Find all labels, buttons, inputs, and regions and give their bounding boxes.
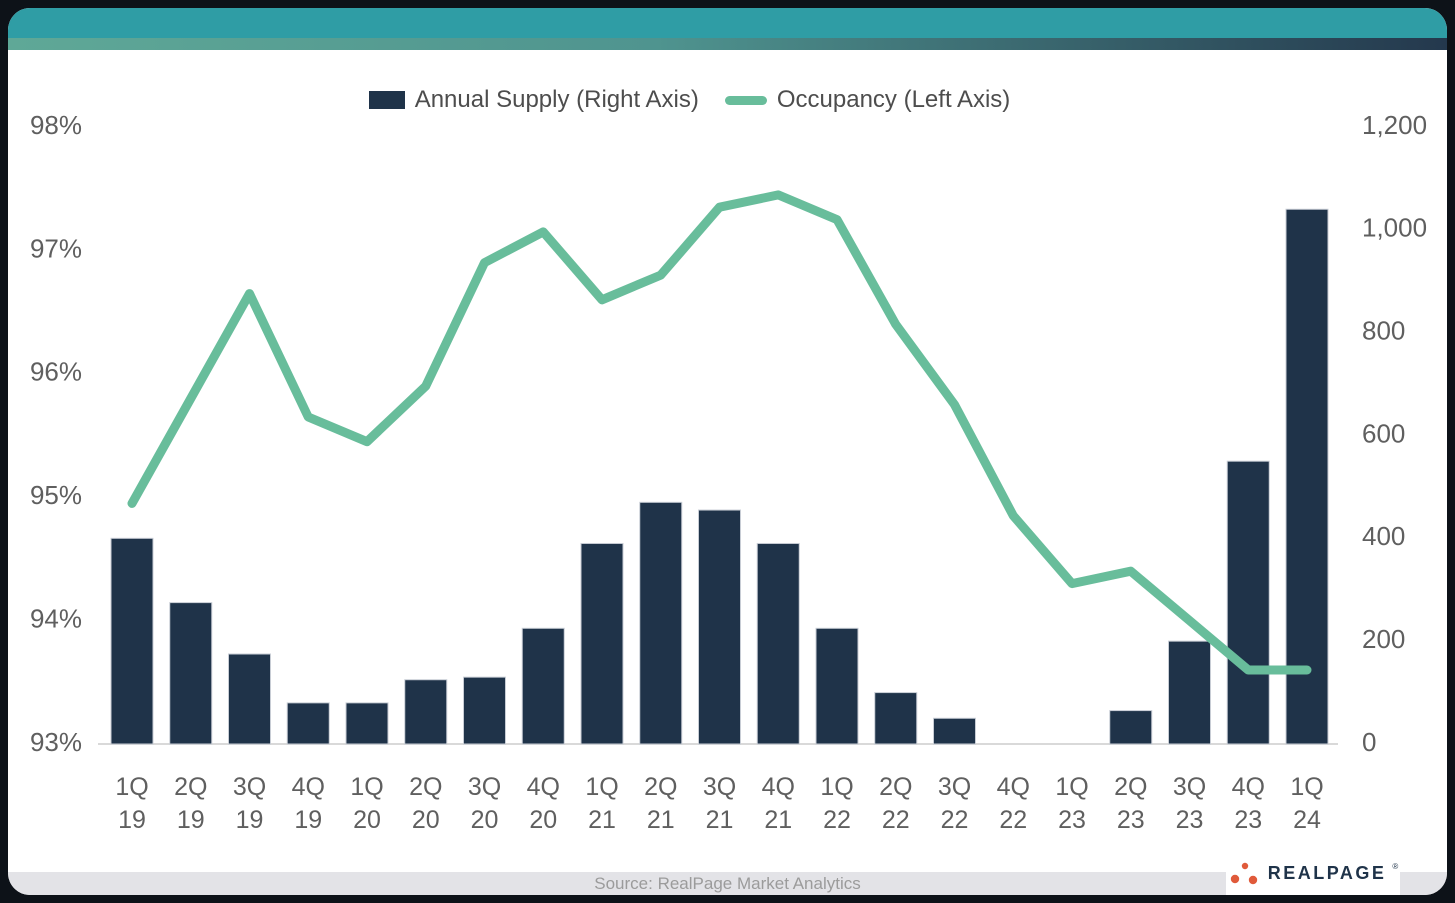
svg-text:20: 20 <box>412 806 440 834</box>
bar <box>580 542 624 745</box>
svg-text:96%: 96% <box>30 357 82 387</box>
svg-text:22: 22 <box>941 806 969 834</box>
svg-text:0: 0 <box>1362 727 1376 757</box>
bar-swatch-icon <box>368 91 405 109</box>
svg-text:4Q: 4Q <box>527 773 560 801</box>
realpage-logo-text: REALPAGE <box>1267 862 1387 883</box>
source-text: Source: RealPage Market Analytics <box>594 873 861 893</box>
svg-text:3Q: 3Q <box>233 773 266 801</box>
svg-text:19: 19 <box>236 806 264 834</box>
bar <box>110 537 154 745</box>
svg-text:19: 19 <box>118 806 146 834</box>
bar <box>639 501 683 745</box>
svg-text:4Q: 4Q <box>997 773 1030 801</box>
svg-text:3Q: 3Q <box>468 773 501 801</box>
source-bar: Source: RealPage Market Analytics <box>8 872 1447 895</box>
bar <box>1168 640 1211 745</box>
bar <box>1285 208 1329 745</box>
bar <box>933 717 976 745</box>
svg-text:3Q: 3Q <box>703 773 736 801</box>
svg-text:95%: 95% <box>30 480 82 510</box>
right-axis-ticks: 1,200 1,000 800 600 400 200 0 <box>1362 110 1427 757</box>
chart-card: Annual Supply (Right Axis) Occupancy (Le… <box>8 8 1447 895</box>
bars-annual-supply <box>110 208 1329 745</box>
bar <box>756 542 800 745</box>
svg-text:97%: 97% <box>30 233 82 263</box>
svg-text:1Q: 1Q <box>1055 773 1088 801</box>
svg-text:3Q: 3Q <box>938 773 971 801</box>
legend-item-occupancy: Occupancy (Left Axis) <box>724 86 1011 114</box>
svg-text:1,200: 1,200 <box>1362 110 1427 140</box>
svg-text:4Q: 4Q <box>1232 773 1265 801</box>
svg-text:24: 24 <box>1293 806 1321 834</box>
legend-label-annual-supply: Annual Supply (Right Axis) <box>414 86 699 113</box>
svg-text:1Q: 1Q <box>585 773 618 801</box>
left-axis-ticks: 98% 97% 96% 95% 94% 93% <box>30 110 82 757</box>
svg-text:94%: 94% <box>30 603 82 633</box>
svg-text:2Q: 2Q <box>174 773 207 801</box>
realpage-logo: REALPAGE ® <box>1226 851 1400 895</box>
svg-text:1Q: 1Q <box>820 773 853 801</box>
svg-text:4Q: 4Q <box>762 773 795 801</box>
svg-text:22: 22 <box>882 806 910 834</box>
bar <box>345 702 389 745</box>
svg-text:2Q: 2Q <box>409 773 442 801</box>
svg-text:3Q: 3Q <box>1173 773 1206 801</box>
svg-text:98%: 98% <box>30 110 82 140</box>
bar <box>1109 710 1153 745</box>
header-gradient-strip <box>8 38 1447 50</box>
svg-text:4Q: 4Q <box>292 773 325 801</box>
bar <box>815 627 859 745</box>
svg-text:22: 22 <box>823 806 851 834</box>
bar <box>874 692 918 745</box>
realpage-dots-icon <box>1230 862 1257 885</box>
svg-text:20: 20 <box>529 806 557 834</box>
svg-text:21: 21 <box>764 806 792 834</box>
svg-text:19: 19 <box>177 806 205 834</box>
bar <box>404 679 448 745</box>
svg-text:21: 21 <box>588 806 616 834</box>
header-teal-bar <box>8 8 1447 38</box>
bar <box>463 676 506 745</box>
svg-text:800: 800 <box>1362 316 1405 346</box>
svg-text:200: 200 <box>1362 624 1405 654</box>
svg-text:2Q: 2Q <box>1114 773 1147 801</box>
svg-text:20: 20 <box>471 806 499 834</box>
svg-text:1Q: 1Q <box>350 773 383 801</box>
svg-text:23: 23 <box>1058 806 1086 834</box>
svg-text:21: 21 <box>647 806 675 834</box>
svg-text:23: 23 <box>1176 806 1204 834</box>
svg-text:2Q: 2Q <box>879 773 912 801</box>
svg-text:2Q: 2Q <box>644 773 677 801</box>
svg-text:1Q: 1Q <box>115 773 148 801</box>
svg-text:1,000: 1,000 <box>1362 213 1427 243</box>
svg-text:600: 600 <box>1362 418 1405 448</box>
line-swatch-icon <box>724 95 767 105</box>
occupancy-line <box>127 190 1312 675</box>
svg-text:400: 400 <box>1362 521 1405 551</box>
bar <box>169 602 213 745</box>
svg-text:23: 23 <box>1234 806 1262 834</box>
bar <box>698 509 741 745</box>
bar <box>286 702 330 745</box>
realpage-trademark: ® <box>1392 861 1399 871</box>
svg-text:1Q: 1Q <box>1290 773 1323 801</box>
svg-text:93%: 93% <box>30 727 82 757</box>
svg-text:20: 20 <box>353 806 381 834</box>
bar <box>1226 460 1270 745</box>
legend-label-occupancy: Occupancy (Left Axis) <box>776 86 1011 113</box>
x-axis-labels: 1Q 19 2Q 19 3Q 19 4Q 19 1Q 20 2Q 20 3Q 20 4Q 20 1Q 21 2Q 21… <box>115 773 1323 834</box>
svg-text:22: 22 <box>999 806 1027 834</box>
bar <box>228 653 271 745</box>
chart-legend: Annual Supply (Right Axis) Occupancy (Le… <box>8 86 1409 114</box>
legend-item-annual-supply: Annual Supply (Right Axis) <box>368 86 699 114</box>
svg-text:23: 23 <box>1117 806 1145 834</box>
svg-text:21: 21 <box>706 806 734 834</box>
bar <box>521 627 565 745</box>
svg-text:19: 19 <box>294 806 322 834</box>
